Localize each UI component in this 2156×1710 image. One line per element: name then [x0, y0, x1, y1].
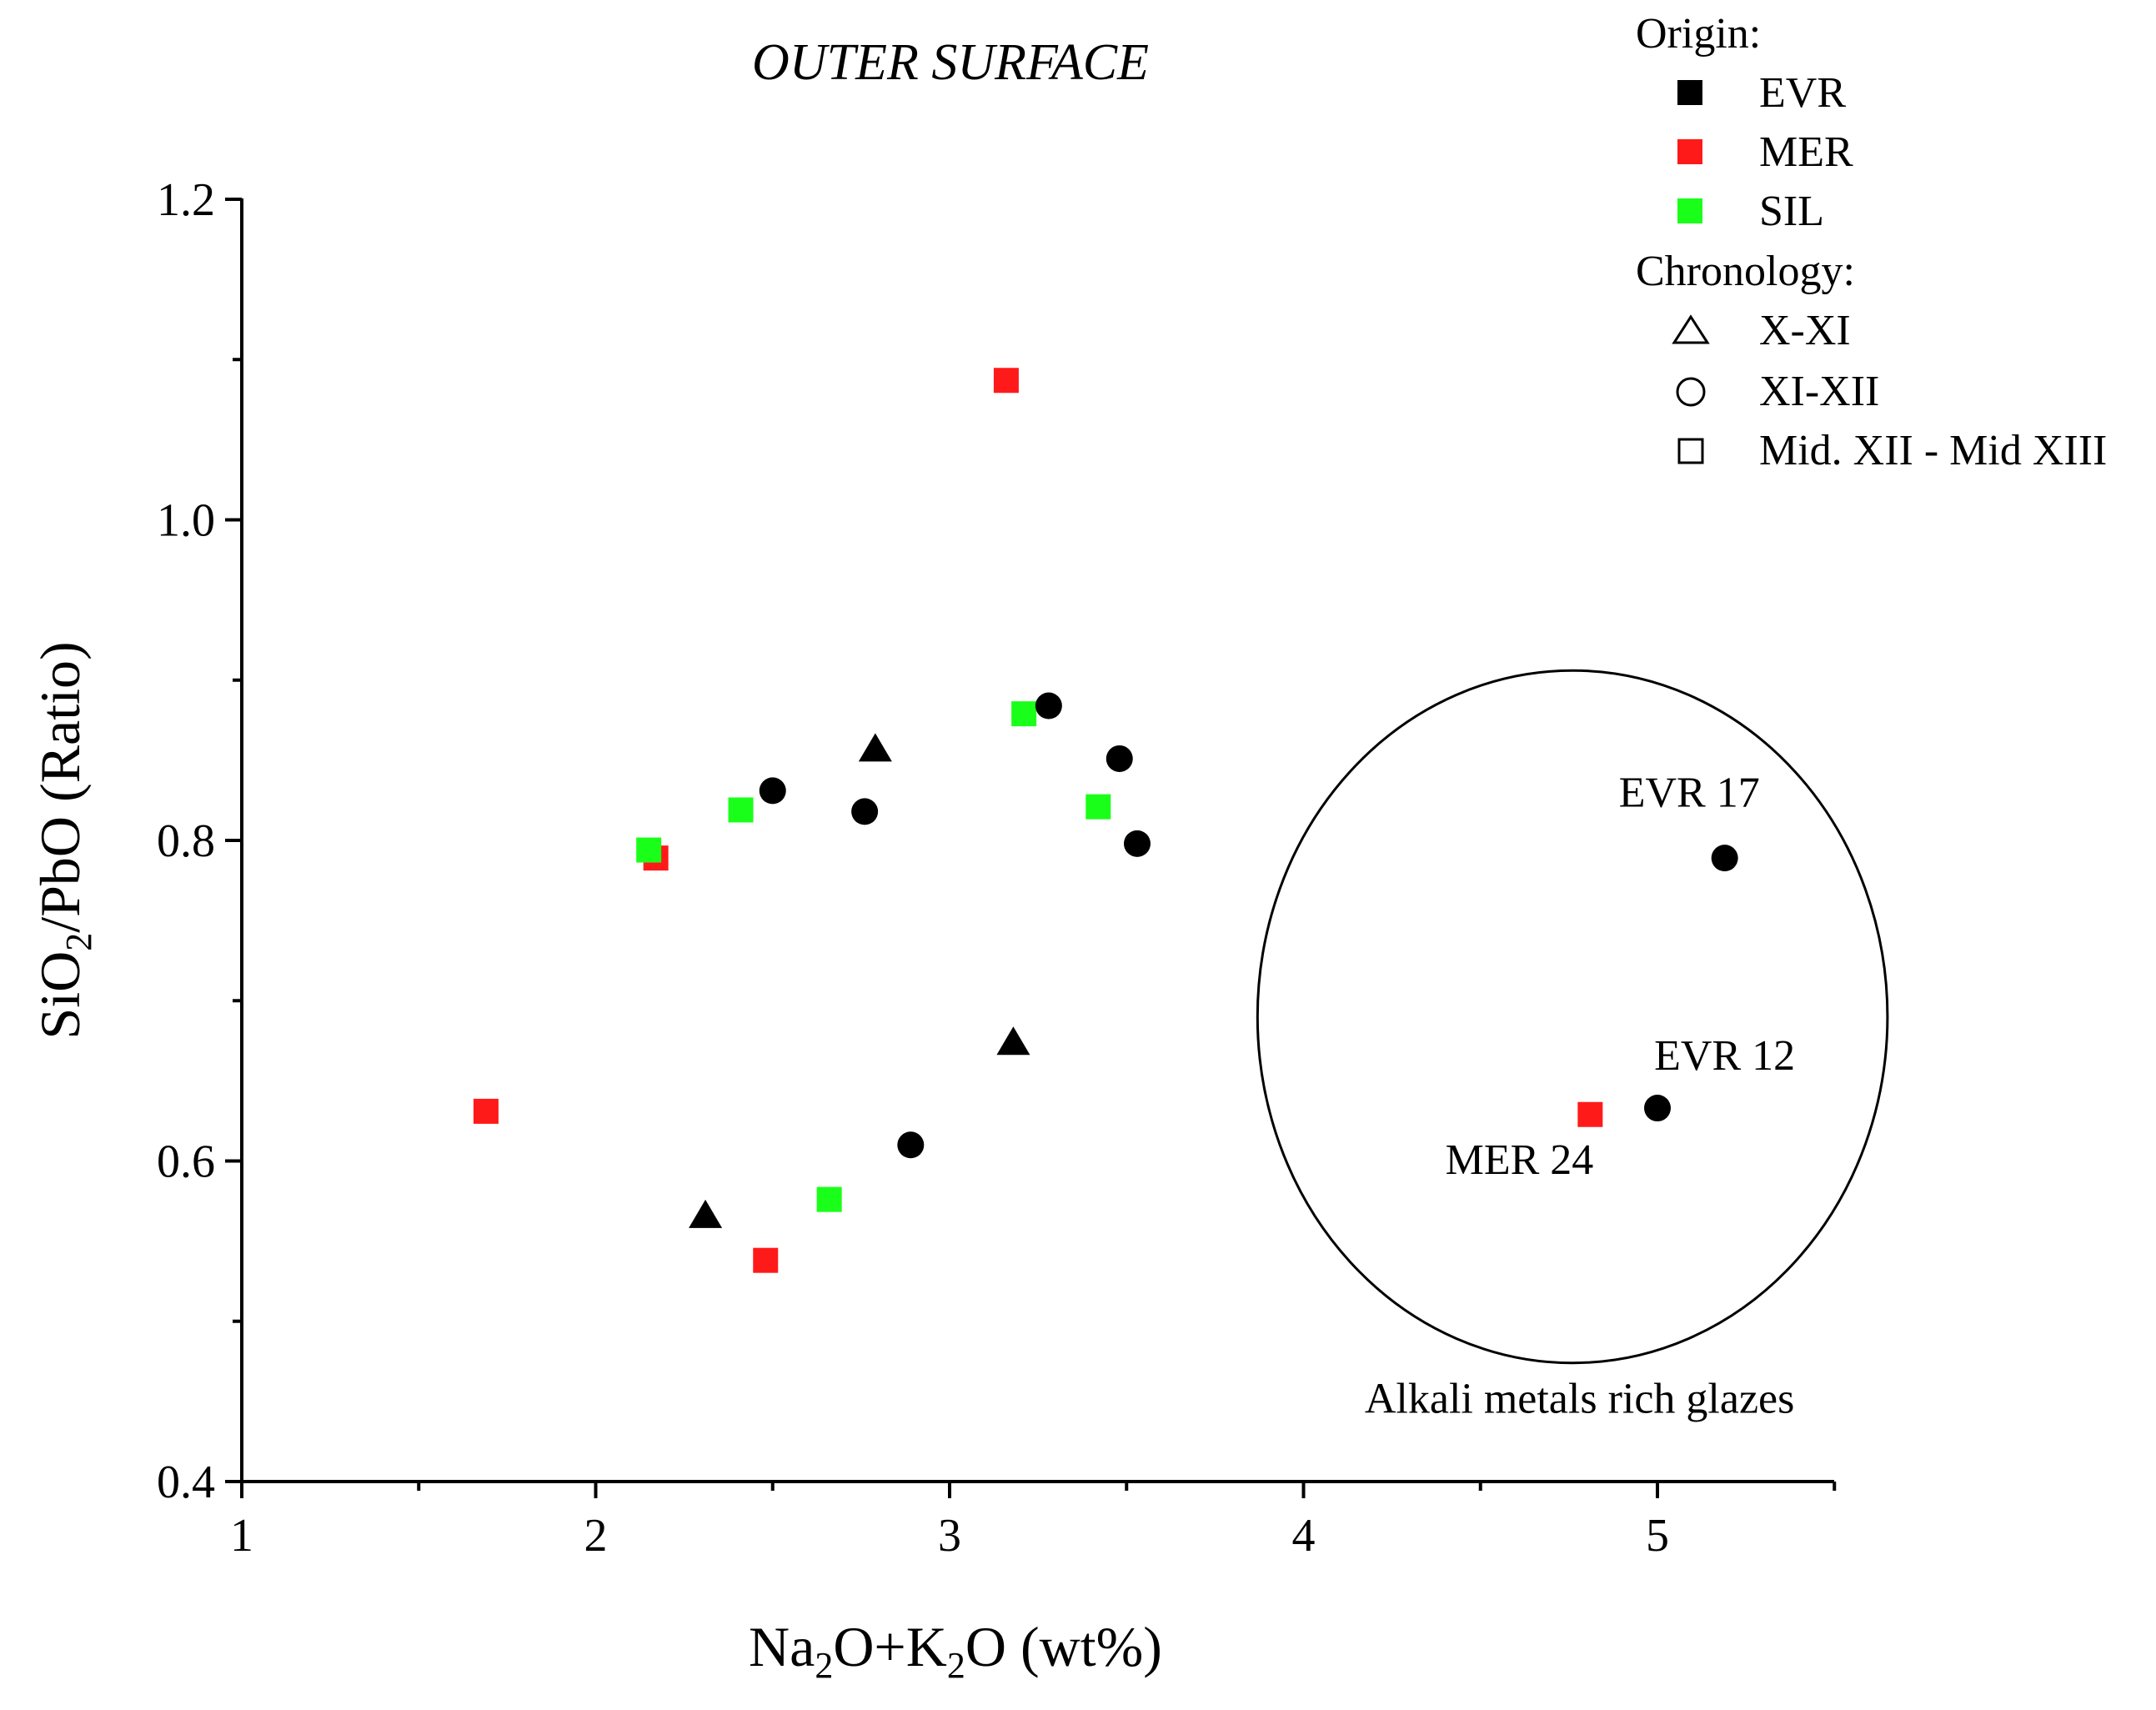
y-tick-label: 1.2 [157, 174, 215, 226]
point-evr-circle [1711, 845, 1738, 872]
data-points [473, 368, 1738, 1273]
legend-label-mer: MER [1759, 128, 1853, 176]
point-evr-triangle [996, 1026, 1030, 1056]
point-mer-square [1577, 1101, 1603, 1127]
legend-triangle-icon [1672, 314, 1710, 344]
point-evr-circle [851, 798, 879, 825]
point-evr-circle [1644, 1095, 1671, 1122]
legend-label-sil: SIL [1759, 188, 1824, 235]
point-sil-square [1086, 794, 1111, 820]
point-mer-square [753, 1247, 779, 1273]
point-evr-triangle [689, 1199, 723, 1228]
point-annotation: EVR 17 [1619, 770, 1760, 817]
y-axis-label-subscript: 2 [58, 933, 99, 951]
y-tick-label: 0.6 [157, 1136, 215, 1188]
x-tick-label: 4 [1292, 1510, 1316, 1562]
point-evr-circle [897, 1131, 925, 1159]
y-ticks: 0.4 0.6 0.8 1.0 1.2 [157, 174, 242, 1508]
x-axis-label-part: O (wt%) [965, 1615, 1162, 1678]
legend-chronology-title: Chronology: [1636, 248, 1855, 295]
point-evr-circle [1106, 745, 1133, 772]
point-evr-circle [1123, 830, 1151, 857]
point-evr-circle [1035, 692, 1062, 720]
x-tick-label: 1 [230, 1510, 253, 1562]
x-axis-label-part: Na [749, 1615, 815, 1678]
point-annotation: MER 24 [1446, 1136, 1594, 1184]
point-mer-square [473, 1098, 499, 1124]
x-axis-label: Na2O+K2O (wt%) [749, 1615, 1162, 1686]
legend-label-evr: EVR [1759, 69, 1846, 117]
y-tick-label: 0.4 [157, 1457, 215, 1508]
point-sil-square [728, 797, 754, 823]
alkali-region-ellipse [1256, 669, 1889, 1365]
legend-label-xi-xii: XI-XII [1759, 368, 1879, 415]
point-evr-triangle [858, 733, 892, 762]
legend-origin-title: Origin: [1636, 10, 1761, 58]
legend: Origin: EVR MER SIL Chronology: X-XI XI-… [1636, 10, 2107, 474]
point-annotations: EVR 17 EVR 12 MER 24 [1446, 770, 1796, 1184]
chart-title: OUTER SURFACE [752, 34, 1149, 91]
point-sil-square [636, 837, 662, 863]
y-tick-label: 1.0 [157, 495, 215, 547]
legend-label-mid-xii-mid-xiii: Mid. XII - Mid XIII [1759, 427, 2107, 474]
alkali-region-label: Alkali metals rich glazes [1365, 1375, 1794, 1422]
legend-swatch-evr [1677, 80, 1702, 105]
x-tick-label: 5 [1646, 1510, 1669, 1562]
point-evr-circle [759, 777, 786, 805]
point-sil-square [1011, 701, 1037, 727]
x-tick-label: 2 [584, 1510, 608, 1562]
x-tick-label: 3 [938, 1510, 961, 1562]
y-axis-label-part: SiO [28, 951, 92, 1040]
legend-circle-icon [1676, 377, 1706, 407]
x-axis-label-subscript: 2 [947, 1645, 965, 1686]
y-axis-label: SiO2/PbO (Ratio) [28, 641, 99, 1039]
point-mer-square [993, 368, 1019, 394]
legend-swatch-sil [1677, 198, 1702, 223]
legend-label-x-xi: X-XI [1759, 307, 1851, 354]
x-axis-label-subscript: 2 [815, 1645, 833, 1686]
legend-swatch-mer [1677, 139, 1702, 164]
point-annotation: EVR 12 [1654, 1032, 1795, 1080]
point-sil-square [816, 1186, 842, 1212]
y-tick-label: 0.8 [157, 815, 215, 867]
y-axis-label-part: /PbO (Ratio) [28, 641, 92, 932]
legend-square-icon [1677, 438, 1704, 464]
x-ticks: 1 2 3 4 5 [230, 1482, 1837, 1562]
x-axis-label-part: O+K [833, 1615, 947, 1678]
